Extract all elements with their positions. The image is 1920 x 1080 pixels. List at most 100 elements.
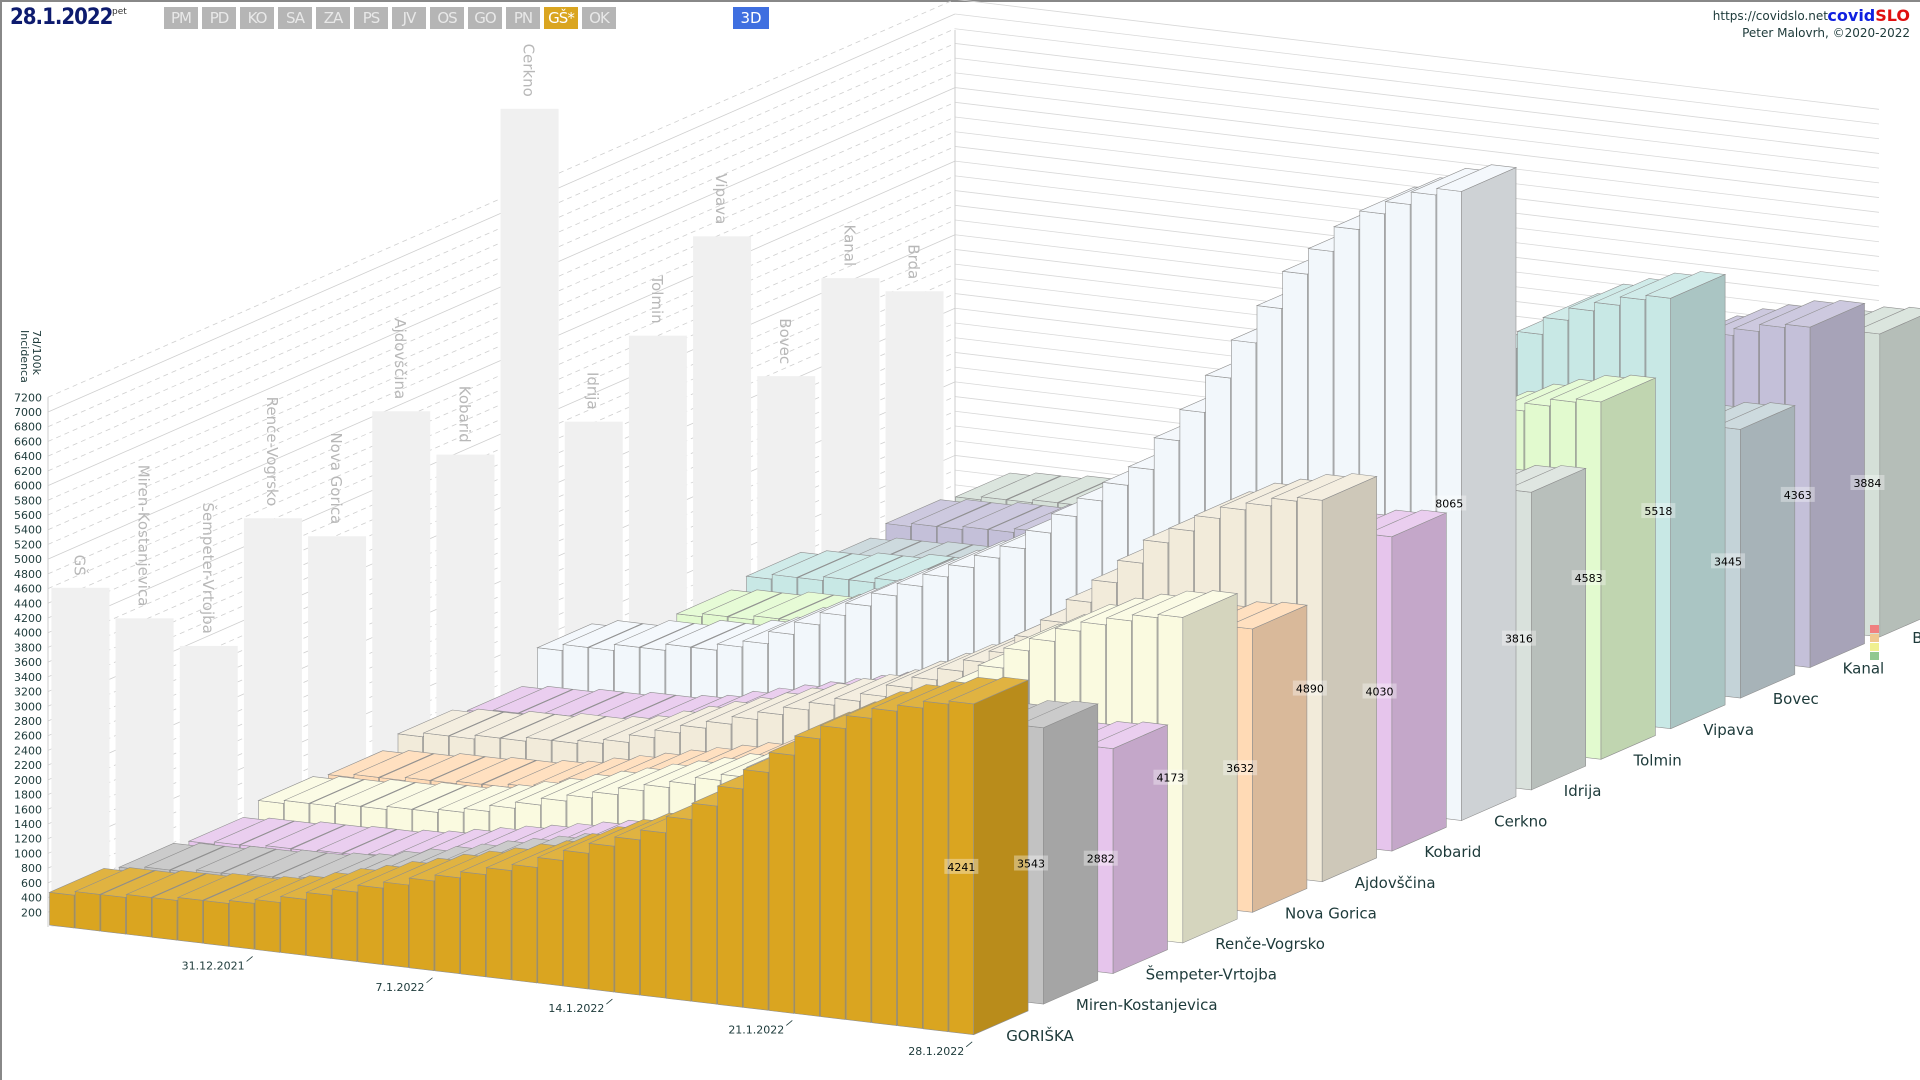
- region-button-1[interactable]: PD: [202, 7, 236, 29]
- region-label: Ajdovščina: [1355, 874, 1436, 892]
- region-button-10[interactable]: GŠ*: [544, 7, 578, 29]
- value-label: 4363: [1784, 489, 1812, 502]
- region-button-7[interactable]: OS: [430, 7, 464, 29]
- bar-front-face: [152, 897, 178, 941]
- bar: [1435, 164, 1518, 821]
- y-tick-label: 2400: [14, 744, 42, 757]
- value-label: 3632: [1226, 762, 1254, 775]
- region-label: Idrija: [1564, 782, 1602, 800]
- wall-region-label: Kanal: [840, 225, 858, 267]
- value-label-bg: [1083, 850, 1118, 866]
- region-button-8[interactable]: GO: [468, 7, 502, 29]
- bar-front-face: [588, 842, 615, 993]
- value-label: 4241: [947, 861, 975, 874]
- region-button-3[interactable]: SA: [278, 7, 312, 29]
- bar-front-face: [743, 769, 769, 1011]
- wall-region-label: Cerkno: [520, 44, 538, 97]
- bar-front-face: [203, 900, 229, 947]
- bar-side-face: [1391, 512, 1447, 852]
- bar: [1505, 465, 1587, 791]
- brand-part1: covid: [1827, 6, 1876, 25]
- value-label-bg: [1780, 486, 1815, 502]
- date-label: 28.1.2022: [908, 1045, 964, 1058]
- bar-side-face: [1043, 703, 1099, 1005]
- y-tick-label: 2200: [14, 759, 42, 772]
- value-label-bg: [1641, 503, 1676, 519]
- y-axis-title-line2: Incidenca: [18, 330, 31, 383]
- bar-front-face: [126, 894, 152, 938]
- value-label-bg: [1362, 683, 1397, 699]
- site-url[interactable]: https://covidslo.net: [1712, 9, 1828, 23]
- scale-band: [1870, 634, 1879, 642]
- value-label: 4583: [1575, 572, 1603, 585]
- date-tick: [606, 998, 613, 1005]
- value-label: 4173: [1156, 772, 1184, 785]
- date-tick: [786, 1020, 793, 1026]
- y-tick-label: 3600: [14, 656, 42, 669]
- value-label: 2882: [1087, 853, 1115, 866]
- bar-front-face: [280, 896, 306, 956]
- value-label-bg: [1432, 495, 1467, 511]
- wall-region-label: Miren-Kostanjevica: [135, 465, 153, 607]
- y-tick-label: 5800: [14, 494, 42, 507]
- value-label: 3543: [1017, 857, 1045, 870]
- bar-front-face: [717, 785, 743, 1008]
- bar-front-face: [922, 700, 949, 1033]
- bar: [1156, 590, 1239, 944]
- bar-front-face: [408, 877, 435, 972]
- bar-front-face: [49, 891, 75, 929]
- bar-front-face: [254, 899, 281, 953]
- value-label-bg: [1223, 760, 1258, 776]
- wall-region-label: Idrija: [584, 372, 602, 410]
- bar-front-face: [563, 849, 589, 990]
- bar-front-face: [100, 894, 126, 935]
- scale-band: [1870, 652, 1879, 660]
- region-button-0[interactable]: PM: [164, 7, 198, 29]
- value-label-bg: [944, 858, 979, 874]
- wall-region-label: Brda: [905, 244, 923, 279]
- bar-front-face: [177, 897, 203, 944]
- value-label: 4030: [1366, 686, 1394, 699]
- region-label: Tolmin: [1633, 751, 1682, 769]
- y-tick-label: 7200: [14, 391, 42, 404]
- y-tick-label: 4400: [14, 597, 42, 610]
- region-label: Šempeter-Vrtojba: [1146, 965, 1277, 984]
- view-3d-button[interactable]: 3D: [733, 7, 769, 29]
- y-tick-label: 3200: [14, 686, 42, 699]
- region-button-6[interactable]: JV: [392, 7, 426, 29]
- brand-part2: SLO: [1875, 6, 1910, 25]
- y-tick-label: 6800: [14, 421, 42, 434]
- bar-side-face: [973, 679, 1029, 1036]
- y-axis-title: 7d/100k Incidenca: [18, 330, 43, 410]
- bar-front-face: [871, 707, 897, 1026]
- bar-front-face: [640, 829, 666, 999]
- wall-region-label: Šempeter-Vrtojba: [199, 503, 218, 634]
- wall-region-label: Bovec: [776, 318, 794, 364]
- region-button-4[interactable]: ZA: [316, 7, 350, 29]
- grid-line-back: [954, 131, 1880, 243]
- value-label: 3445: [1714, 555, 1742, 568]
- bar-side-face: [1112, 724, 1168, 974]
- day-of-week: pet: [112, 7, 127, 17]
- region-button-5[interactable]: PS: [354, 7, 388, 29]
- bar-side-face: [1321, 476, 1377, 883]
- y-tick-label: 200: [21, 906, 42, 919]
- value-label-bg: [1711, 553, 1746, 569]
- chart-labels: 3884 Brda 4363 Kanal 3445 Bovec 5518 Vipava 4583…: [182, 474, 1920, 1058]
- y-tick-label: 400: [21, 892, 42, 905]
- bar-side-face: [1670, 274, 1726, 730]
- region-button-11[interactable]: OK: [582, 7, 616, 29]
- y-tick-label: 6400: [14, 450, 42, 463]
- bar-front-face: [691, 802, 718, 1005]
- region-button-2[interactable]: KO: [240, 7, 274, 29]
- bar-side-face: [1461, 167, 1517, 821]
- series-0: [48, 676, 1030, 1036]
- wall-region-label: Vipava: [712, 173, 730, 224]
- bar: [1226, 601, 1309, 913]
- region-button-9[interactable]: PN: [506, 7, 540, 29]
- value-label: 3816: [1505, 633, 1533, 646]
- region-label: Vipava: [1703, 721, 1754, 739]
- y-tick-label: 6600: [14, 435, 42, 448]
- region-label: Kanal: [1843, 660, 1885, 678]
